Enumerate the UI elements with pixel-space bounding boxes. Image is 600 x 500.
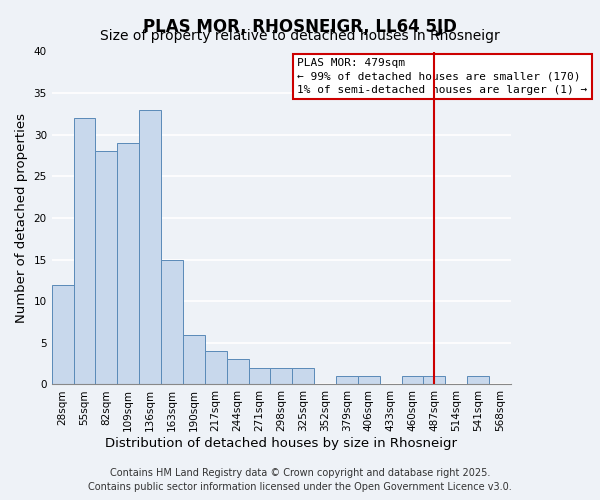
Bar bbox=[183, 334, 205, 384]
Bar bbox=[161, 260, 183, 384]
Bar bbox=[292, 368, 314, 384]
Bar bbox=[139, 110, 161, 384]
Y-axis label: Number of detached properties: Number of detached properties bbox=[15, 113, 28, 323]
Text: Contains HM Land Registry data © Crown copyright and database right 2025.
Contai: Contains HM Land Registry data © Crown c… bbox=[88, 468, 512, 492]
Bar bbox=[117, 143, 139, 384]
Bar bbox=[401, 376, 424, 384]
Bar bbox=[227, 360, 248, 384]
X-axis label: Distribution of detached houses by size in Rhosneigr: Distribution of detached houses by size … bbox=[106, 437, 457, 450]
Bar bbox=[248, 368, 271, 384]
Bar bbox=[358, 376, 380, 384]
Bar bbox=[336, 376, 358, 384]
Text: PLAS MOR, RHOSNEIGR, LL64 5JD: PLAS MOR, RHOSNEIGR, LL64 5JD bbox=[143, 18, 457, 36]
Bar bbox=[271, 368, 292, 384]
Bar bbox=[205, 351, 227, 384]
Bar bbox=[424, 376, 445, 384]
Bar bbox=[74, 118, 95, 384]
Bar bbox=[52, 284, 74, 384]
Bar bbox=[467, 376, 489, 384]
Bar bbox=[95, 152, 117, 384]
Text: PLAS MOR: 479sqm
← 99% of detached houses are smaller (170)
1% of semi-detached : PLAS MOR: 479sqm ← 99% of detached house… bbox=[298, 58, 587, 94]
Text: Size of property relative to detached houses in Rhosneigr: Size of property relative to detached ho… bbox=[100, 29, 500, 43]
